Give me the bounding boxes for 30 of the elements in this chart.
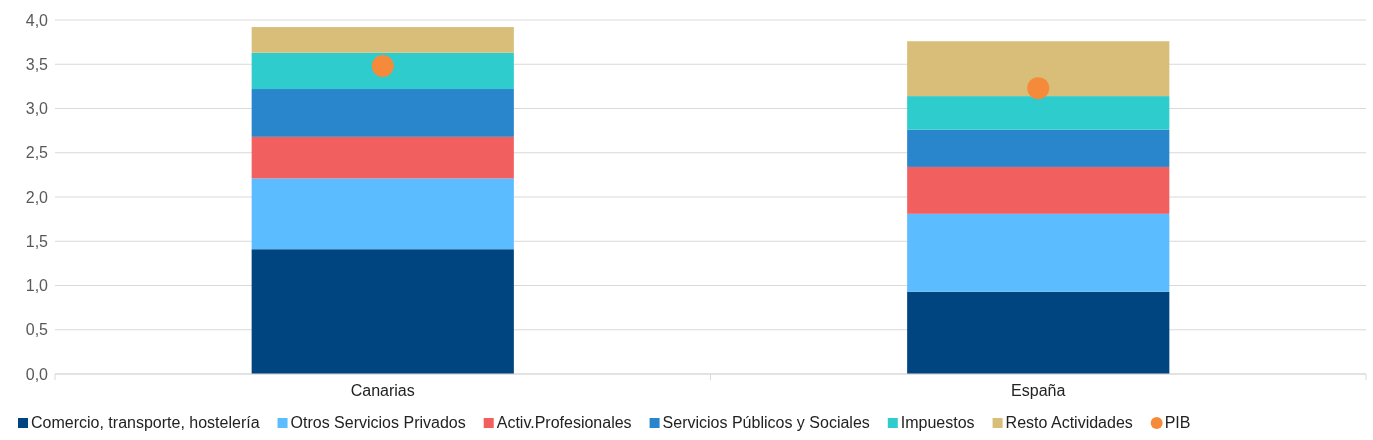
legend-label: Resto Actividades — [1005, 414, 1133, 431]
bar — [907, 129, 1170, 167]
x-tick-label: Canarias — [350, 382, 415, 399]
y-tick-label: 1,0 — [25, 277, 49, 295]
y-tick-label: 3,0 — [25, 100, 49, 118]
bar — [251, 249, 514, 374]
bar — [251, 52, 514, 90]
bar — [907, 291, 1170, 374]
legend-label: Servicios Públicos y Sociales — [662, 414, 870, 431]
bar — [907, 213, 1170, 292]
y-tick-label: 4,0 — [25, 11, 49, 29]
x-tick-label: España — [1011, 382, 1066, 399]
y-tick-label: 2,5 — [25, 144, 49, 162]
y-tick-label: 3,5 — [25, 55, 49, 73]
y-tick-label: 0,0 — [25, 365, 49, 383]
legend-label: Comercio, transporte, hostelería — [31, 414, 260, 431]
bar — [907, 41, 1170, 97]
legend-label: Activ.Profesionales — [496, 414, 632, 431]
legend-label: Impuestos — [900, 414, 975, 431]
bar — [251, 27, 514, 53]
legend-label: Otros Servicios Privados — [290, 414, 466, 431]
y-tick-label: 0,5 — [25, 321, 49, 339]
bar — [907, 166, 1170, 214]
bar — [251, 136, 514, 179]
bar — [907, 96, 1170, 130]
bar — [251, 178, 514, 250]
y-tick-label: 1,5 — [25, 232, 49, 250]
y-tick-label: 2,0 — [25, 188, 49, 206]
legend-label: PIB — [1164, 414, 1191, 431]
bar — [251, 89, 514, 137]
